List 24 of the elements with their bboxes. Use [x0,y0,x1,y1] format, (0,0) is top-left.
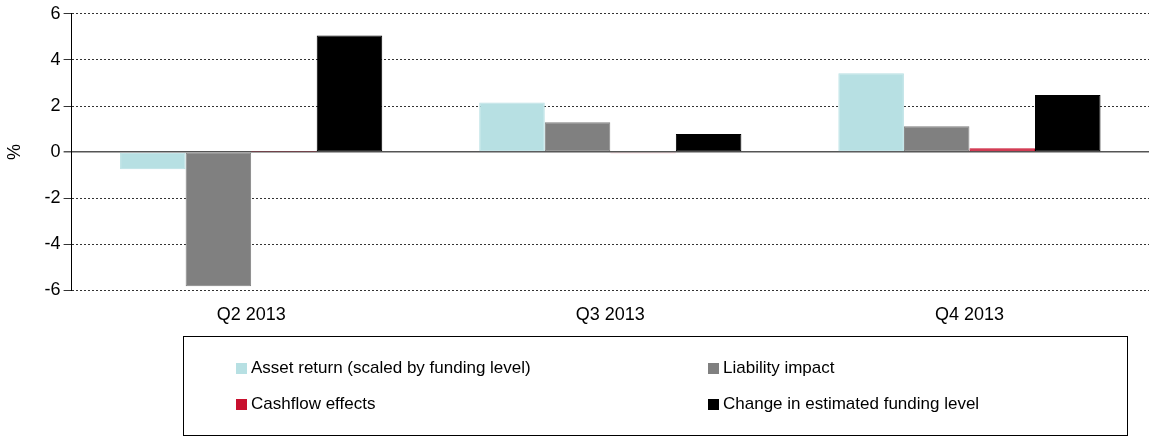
y-tick-label: -4 [44,233,61,254]
bar [185,152,252,287]
legend-label: Cashflow effects [251,394,376,414]
y-tick-label: 0 [50,141,61,162]
y-tick-label: 6 [50,2,61,23]
bar [838,73,904,152]
x-tick-label: Q3 2013 [575,304,645,325]
y-tick-label: 2 [50,94,61,115]
bar [903,126,970,152]
legend-label: Asset return (scaled by funding level) [251,358,531,378]
bar [544,122,611,152]
bar [1034,94,1101,152]
bar [675,134,742,152]
x-tick-label: Q2 2013 [216,304,286,325]
legend-label: Liability impact [723,358,835,378]
y-tick-label: -2 [44,187,61,208]
x-tick-label: Q4 2013 [934,304,1004,325]
bar [316,35,383,152]
bar [120,152,186,170]
y-tick-label: 4 [50,48,61,69]
y-tick-label: -6 [44,279,61,300]
y-axis-title: % [3,144,24,161]
bar [479,102,545,152]
legend-label: Change in estimated funding level [723,394,980,414]
